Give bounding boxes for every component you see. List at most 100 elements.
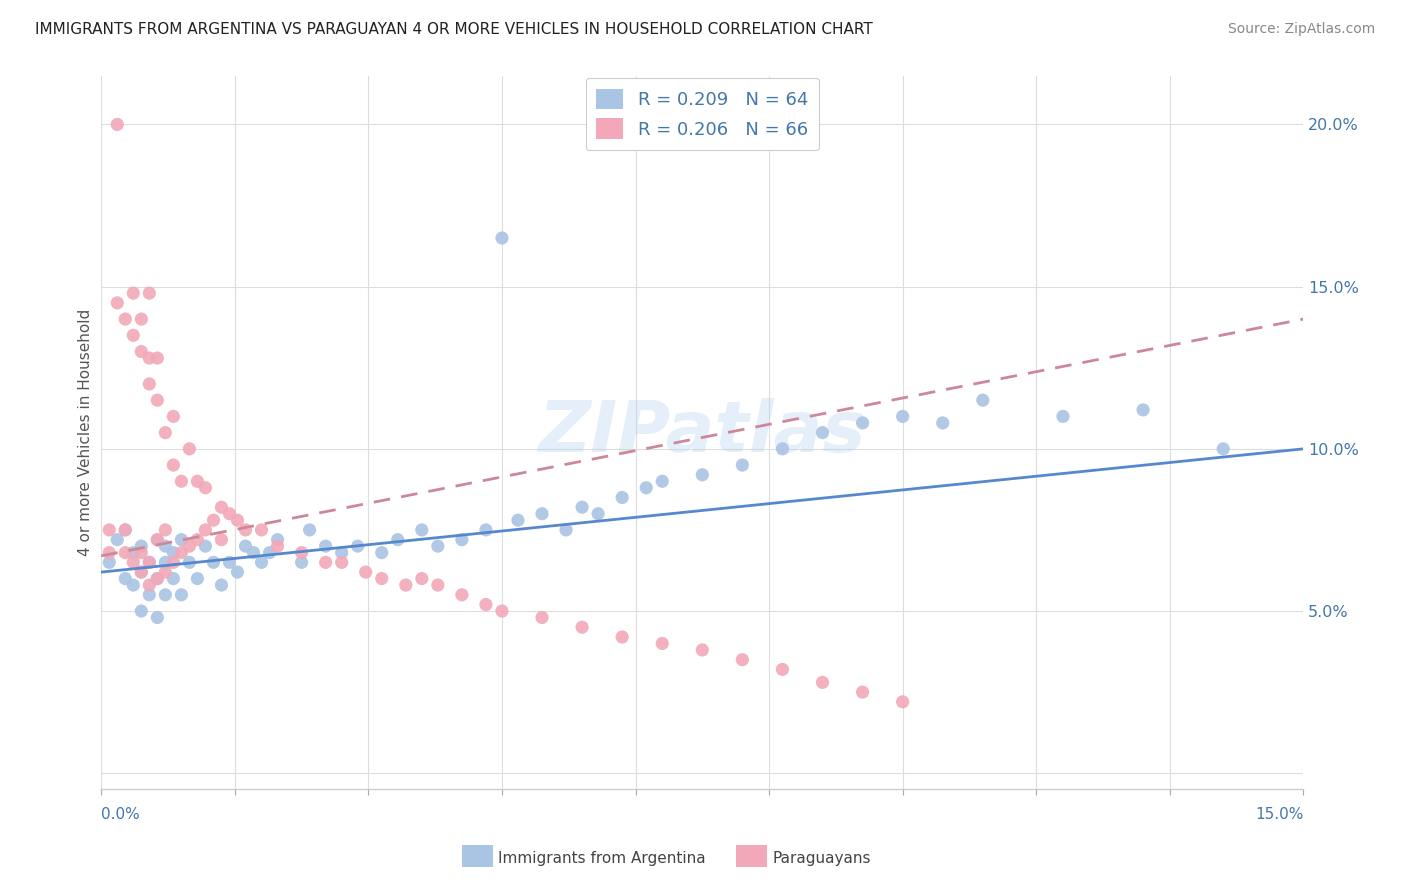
Point	[131, 344, 153, 359]
Point	[451, 588, 474, 602]
Point	[612, 491, 634, 505]
Text: Immigrants from Argentina: Immigrants from Argentina	[499, 851, 706, 865]
Point	[395, 578, 418, 592]
Point	[105, 118, 128, 132]
Point	[371, 572, 394, 586]
Point	[371, 546, 394, 560]
Point	[155, 539, 177, 553]
Point	[811, 675, 834, 690]
Point	[138, 555, 160, 569]
Point	[105, 533, 128, 547]
Point	[731, 458, 754, 472]
Point	[202, 513, 225, 527]
Point	[354, 565, 377, 579]
Point	[98, 555, 121, 569]
Point	[772, 442, 794, 456]
Point	[138, 555, 160, 569]
Point	[315, 539, 337, 553]
Point	[932, 416, 955, 430]
Point	[98, 523, 121, 537]
Point	[211, 578, 233, 592]
Point	[259, 546, 281, 560]
Point	[651, 475, 673, 489]
Point	[131, 546, 153, 560]
Point	[586, 507, 609, 521]
Point	[506, 513, 529, 527]
Point	[531, 610, 554, 624]
Point	[852, 685, 875, 699]
Point	[131, 312, 153, 326]
Point	[122, 546, 145, 560]
Point	[138, 286, 160, 301]
Point	[1132, 403, 1154, 417]
Point	[186, 572, 208, 586]
Point	[266, 533, 288, 547]
Point	[411, 523, 433, 537]
Point	[291, 546, 314, 560]
Point	[146, 610, 169, 624]
Point	[194, 523, 217, 537]
Point	[692, 467, 714, 482]
Legend: R = 0.209   N = 64, R = 0.206   N = 66: R = 0.209 N = 64, R = 0.206 N = 66	[585, 78, 820, 150]
Point	[426, 578, 449, 592]
Point	[162, 555, 184, 569]
Point	[155, 555, 177, 569]
Point	[131, 604, 153, 618]
Point	[1052, 409, 1074, 424]
Point	[146, 393, 169, 408]
Point	[811, 425, 834, 440]
Point	[122, 555, 145, 569]
Point	[451, 533, 474, 547]
Point	[852, 416, 875, 430]
Point	[170, 475, 193, 489]
Point	[114, 523, 136, 537]
Point	[692, 643, 714, 657]
Point	[162, 458, 184, 472]
Point	[179, 442, 201, 456]
Text: Source: ZipAtlas.com: Source: ZipAtlas.com	[1227, 22, 1375, 37]
Point	[211, 533, 233, 547]
Point	[202, 555, 225, 569]
Point	[98, 546, 121, 560]
Point	[179, 539, 201, 553]
Text: 0.0%: 0.0%	[101, 807, 141, 822]
Point	[155, 523, 177, 537]
Point	[155, 425, 177, 440]
Point	[211, 500, 233, 515]
Point	[105, 296, 128, 310]
Point	[162, 546, 184, 560]
Point	[266, 539, 288, 553]
Point	[179, 555, 201, 569]
Point	[138, 376, 160, 391]
Point	[235, 523, 257, 537]
Text: IMMIGRANTS FROM ARGENTINA VS PARAGUAYAN 4 OR MORE VEHICLES IN HOUSEHOLD CORRELAT: IMMIGRANTS FROM ARGENTINA VS PARAGUAYAN …	[35, 22, 873, 37]
Point	[170, 588, 193, 602]
Point	[131, 565, 153, 579]
Y-axis label: 4 or more Vehicles in Household: 4 or more Vehicles in Household	[77, 309, 93, 557]
Point	[146, 572, 169, 586]
Point	[114, 572, 136, 586]
Point	[138, 351, 160, 365]
Point	[571, 500, 593, 515]
Point	[226, 565, 249, 579]
Point	[475, 523, 498, 537]
Point	[114, 523, 136, 537]
Point	[218, 555, 240, 569]
Point	[250, 555, 273, 569]
Text: 15.0%: 15.0%	[1256, 807, 1303, 822]
Point	[491, 604, 513, 618]
Point	[131, 565, 153, 579]
Point	[146, 572, 169, 586]
Point	[491, 231, 513, 245]
Point	[731, 653, 754, 667]
Point	[146, 533, 169, 547]
Point	[162, 409, 184, 424]
Text: ZIPatlas: ZIPatlas	[538, 398, 866, 467]
Point	[772, 662, 794, 676]
Point	[387, 533, 409, 547]
Point	[242, 546, 264, 560]
Point	[531, 507, 554, 521]
Point	[186, 533, 208, 547]
Point	[571, 620, 593, 634]
Point	[315, 555, 337, 569]
